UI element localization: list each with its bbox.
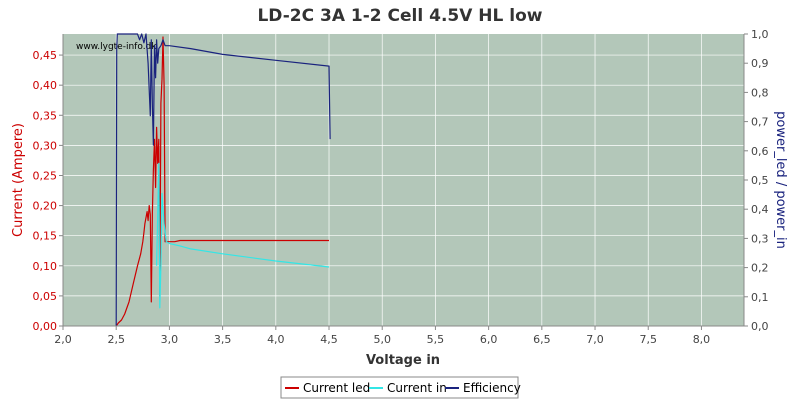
legend-item-current-in: Current in [369, 381, 447, 395]
legend: Current led Current in Efficiency [280, 376, 521, 399]
y-left-tick-label: 0,25 [33, 169, 58, 182]
y-left-tick-label: 0,15 [33, 230, 58, 243]
y-right-tick-label: 0,0 [751, 320, 769, 333]
y-right-tick-label: 0,1 [751, 291, 769, 304]
y-right-tick-label: 1,0 [751, 28, 769, 41]
y-left-tick-label: 0,20 [33, 200, 58, 213]
y-right-tick-label: 0,9 [751, 57, 769, 70]
plot-area [63, 34, 744, 326]
legend-box [280, 376, 519, 399]
x-tick-label: 4,0 [267, 333, 285, 346]
current-in-line [156, 162, 330, 309]
x-axis-label: Voltage in [366, 353, 440, 368]
y-right-tick-label: 0,3 [751, 232, 769, 245]
efficiency-line [115, 33, 331, 327]
y-right-tick-label: 0,4 [751, 203, 769, 216]
x-tick-label: 5,0 [373, 333, 391, 346]
x-tick-label: 7,5 [639, 333, 657, 346]
x-tick-label: 3,0 [161, 333, 179, 346]
y-right-tick-label: 0,6 [751, 145, 769, 158]
x-tick-label: 2,0 [54, 333, 72, 346]
legend-label: Efficiency [463, 381, 521, 395]
legend-item-efficiency: Efficiency [445, 381, 521, 395]
legend-label: Current led [303, 381, 370, 395]
y-right-tick-label: 0,5 [751, 174, 769, 187]
y-left-tick-label: 0,40 [33, 79, 58, 92]
x-tick-label: 5,5 [427, 333, 445, 346]
grid-lines [62, 34, 744, 327]
current-led-line [115, 36, 329, 327]
y-left-tick-label: 0,45 [33, 49, 58, 62]
chart-title: LD-2C 3A 1-2 Cell 4.5V HL low [257, 6, 542, 26]
y-left-tick-label: 0,10 [33, 260, 58, 273]
y-left-tick-label: 0,35 [33, 109, 58, 122]
y-left-tick-label: 0,00 [33, 320, 58, 333]
x-tick-label: 8,0 [693, 333, 711, 346]
y-right-tick-label: 0,8 [751, 86, 769, 99]
x-tick-label: 2,5 [107, 333, 125, 346]
y-right-axis-label: power_led / power_in [773, 111, 788, 249]
x-tick-labels: 2,0 2,5 3,0 3,5 4,0 4,5 5,0 5,5 6,0 6,5 7,0 7,5 8,0 [54, 326, 710, 346]
x-tick-label: 7,0 [586, 333, 604, 346]
y-right-tick-label: 0,7 [751, 116, 769, 129]
y-left-tick-label: 0,30 [33, 139, 58, 152]
y-left-tick-labels: 0,00 0,05 0,10 0,15 0,20 0,25 0,30 0,35 0,40 0,45 [33, 49, 63, 333]
legend-label: Current in [387, 381, 447, 395]
y-right-tick-label: 0,2 [751, 262, 769, 275]
y-right-tick-labels: 0,0 0,1 0,2 0,3 0,4 0,5 0,6 0,7 0,8 0,9 1,0 [744, 28, 769, 333]
x-tick-label: 6,0 [480, 333, 498, 346]
legend-item-current-led: Current led [285, 381, 370, 395]
y-left-tick-label: 0,05 [33, 290, 58, 303]
y-left-axis-label: Current (Ampere) [11, 123, 26, 237]
x-tick-label: 4,5 [320, 333, 338, 346]
x-tick-label: 3,5 [214, 333, 232, 346]
x-tick-label: 6,5 [533, 333, 551, 346]
series-lines [115, 33, 331, 327]
